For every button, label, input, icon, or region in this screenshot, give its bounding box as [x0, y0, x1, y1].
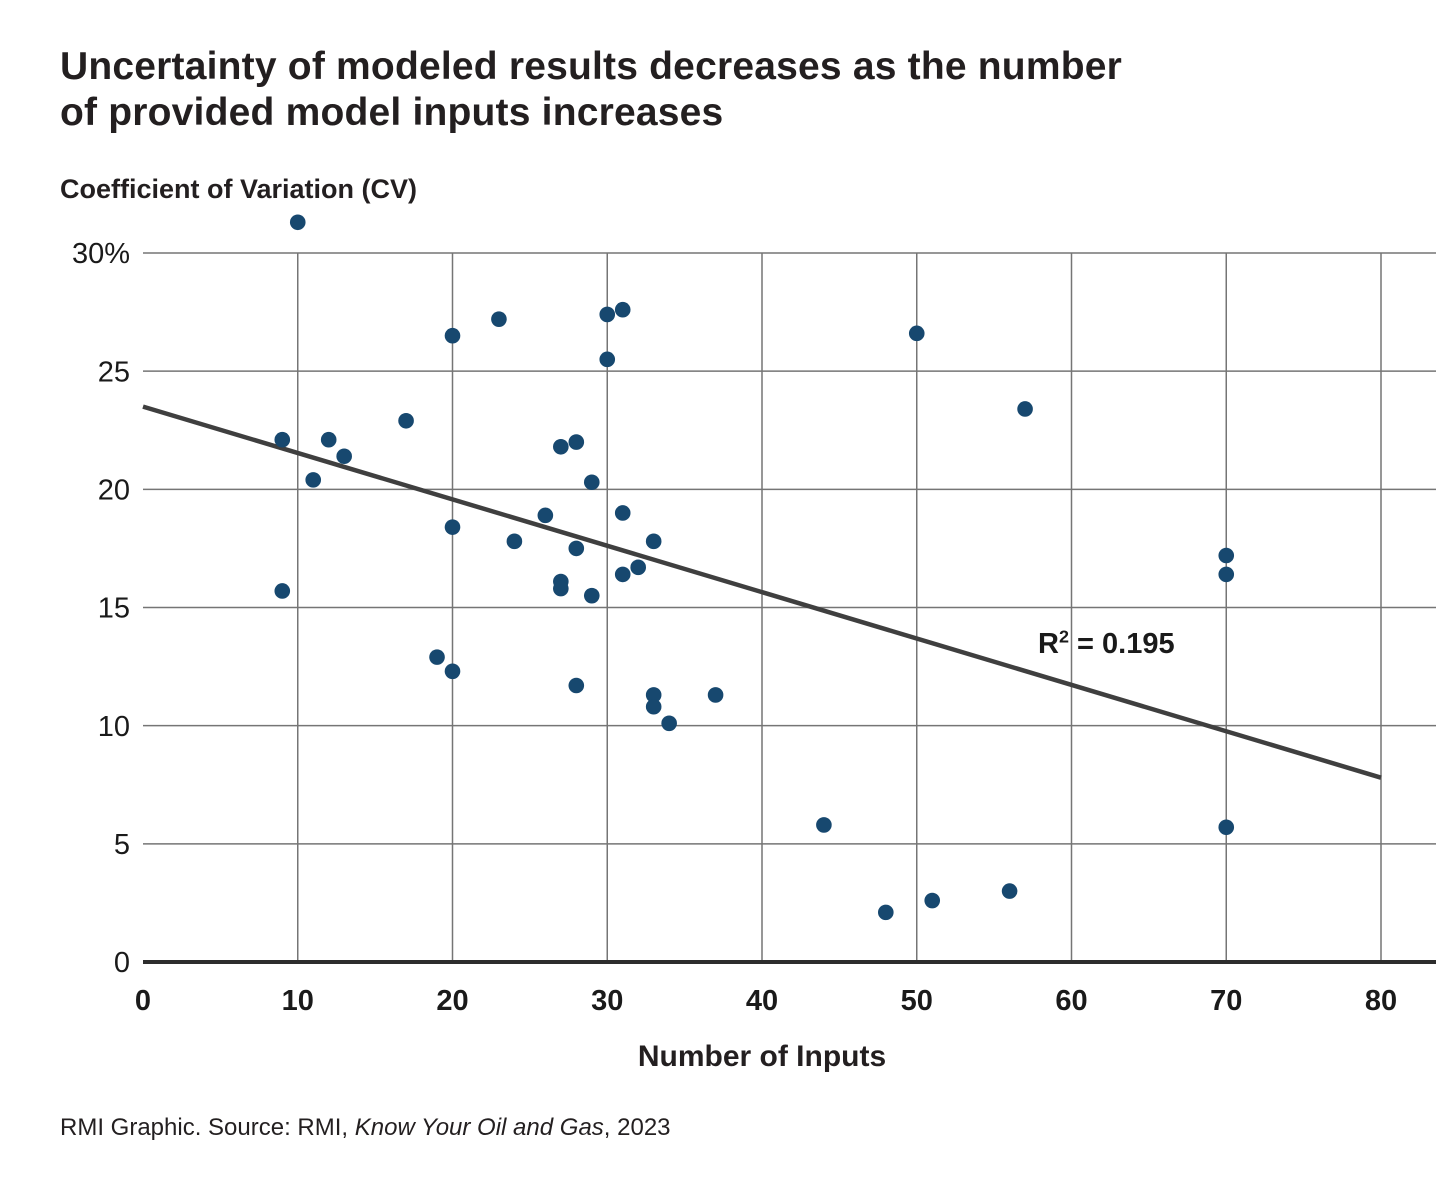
- data-point: [429, 649, 445, 665]
- data-point: [1017, 401, 1033, 417]
- data-point: [1218, 819, 1235, 836]
- data-point: [336, 448, 352, 465]
- data-point: [289, 214, 306, 231]
- data-point: [614, 566, 631, 583]
- data-point: [568, 677, 585, 694]
- data-point: [614, 301, 631, 318]
- data-point: [274, 583, 291, 599]
- data-point: [444, 663, 461, 680]
- x-tick-label-80: 80: [1365, 985, 1397, 1017]
- source-prefix: RMI Graphic. Source: RMI,: [60, 1114, 355, 1141]
- x-tick-label-40: 40: [746, 985, 778, 1017]
- data-point: [1001, 883, 1018, 899]
- data-point: [816, 817, 832, 833]
- data-point: [1218, 547, 1235, 564]
- data-point: [305, 472, 322, 488]
- x-tick-label-30: 30: [591, 985, 623, 1017]
- data-point: [599, 306, 616, 323]
- x-tick-label-60: 60: [1055, 985, 1087, 1017]
- y-tick-label-0: 0: [114, 947, 130, 979]
- data-point: [645, 687, 662, 703]
- y-tick-label-10: 10: [98, 711, 130, 743]
- source-attribution: RMI Graphic. Source: RMI, Know Your Oil …: [60, 1114, 671, 1142]
- y-axis-title: Coefficient of Variation (CV): [60, 174, 418, 204]
- chart-title-line1: Uncertainty of modeled results decreases…: [60, 45, 1122, 88]
- r-squared-superscript: 2: [1058, 626, 1069, 647]
- data-point: [661, 715, 677, 732]
- data-point: [568, 434, 585, 450]
- data-point: [645, 698, 662, 715]
- data-point: [398, 412, 414, 429]
- chart-title-line2: of provided model inputs increases: [60, 91, 724, 134]
- data-point: [274, 431, 291, 448]
- data-point: [583, 587, 600, 604]
- y-tick-label-20: 20: [98, 474, 130, 506]
- x-tick-label-10: 10: [282, 985, 314, 1017]
- data-point: [553, 438, 569, 455]
- data-point: [320, 431, 337, 448]
- x-axis-title: Number of Inputs: [637, 1040, 887, 1073]
- data-point: [645, 533, 662, 550]
- trend-line: [142, 404, 1382, 780]
- x-tick-label-0: 0: [135, 985, 151, 1017]
- y-tick-label-30: 30%: [72, 238, 130, 270]
- r-squared-value: = 0.195: [1068, 628, 1175, 660]
- data-point: [506, 533, 523, 550]
- chart-title: Uncertainty of modeled results decreases…: [60, 44, 1122, 136]
- data-point: [537, 507, 554, 524]
- data-point: [444, 519, 461, 535]
- source-suffix: , 2023: [603, 1114, 671, 1141]
- data-point: [599, 351, 616, 368]
- data-point: [444, 327, 461, 344]
- r-squared-annotation: R2 = 0.195: [1038, 626, 1175, 661]
- data-point: [630, 559, 646, 576]
- data-point: [908, 325, 925, 342]
- y-tick-label-5: 5: [114, 829, 130, 861]
- data-point: [878, 904, 894, 921]
- data-point: [553, 580, 569, 597]
- data-point: [614, 505, 631, 521]
- data-point: [491, 311, 507, 327]
- x-tick-label-50: 50: [901, 985, 933, 1017]
- data-point: [583, 474, 600, 491]
- y-tick-label-15: 15: [98, 593, 130, 625]
- data-point: [924, 892, 941, 909]
- x-tick-label-70: 70: [1210, 985, 1242, 1017]
- y-tick-label-25: 25: [98, 356, 130, 388]
- x-tick-label-20: 20: [436, 985, 468, 1017]
- r-squared-base: R: [1038, 628, 1059, 660]
- data-point: [707, 687, 724, 703]
- data-point: [568, 540, 585, 557]
- data-point: [1218, 566, 1235, 583]
- source-publication: Know Your Oil and Gas: [354, 1114, 604, 1141]
